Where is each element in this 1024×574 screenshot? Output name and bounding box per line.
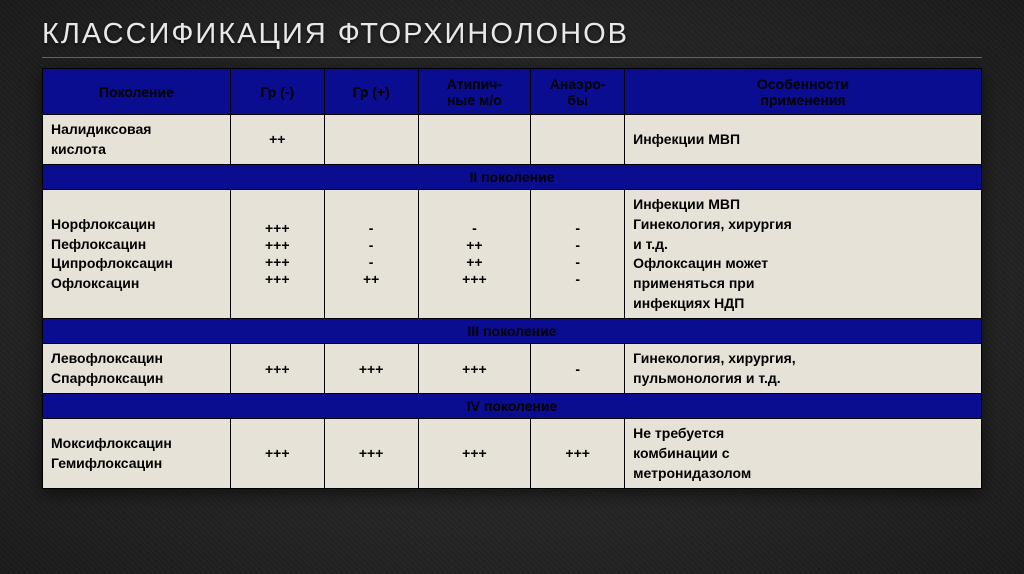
col-gr-neg: Гр (-) xyxy=(230,69,324,115)
cell-gr-neg: ++ xyxy=(230,115,324,165)
cell-gr-pos: ---++ xyxy=(324,189,418,318)
col-name: Поколение xyxy=(43,69,231,115)
table-row: МоксифлоксацинГемифлоксацин +++ +++ +++ … xyxy=(43,418,982,488)
cell-atypical: -+++++++ xyxy=(418,189,531,318)
classification-table: Поколение Гр (-) Гр (+) Атипич-ные м/о А… xyxy=(42,68,982,489)
cell-gr-pos: +++ xyxy=(324,418,418,488)
cell-atypical: +++ xyxy=(418,418,531,488)
cell-notes: Гинекология, хирургия,пульмонология и т.… xyxy=(625,344,982,394)
cell-name: ЛевофлоксацинСпарфлоксацин xyxy=(43,344,231,394)
cell-gr-pos: +++ xyxy=(324,344,418,394)
page-title: КЛАССИФИКАЦИЯ ФТОРХИНОЛОНОВ xyxy=(42,18,982,58)
generation-divider: IV поколение xyxy=(43,393,982,418)
table-row: НорфлоксацинПефлоксацинЦипрофлоксацинОфл… xyxy=(43,189,982,318)
table-row: Налидиксоваякислота ++ Инфекции МВП xyxy=(43,115,982,165)
cell-name: МоксифлоксацинГемифлоксацин xyxy=(43,418,231,488)
cell-name: Налидиксоваякислота xyxy=(43,115,231,165)
cell-anaerobes: ---- xyxy=(531,189,625,318)
generation-divider: III поколение xyxy=(43,319,982,344)
col-atypical: Атипич-ные м/о xyxy=(418,69,531,115)
cell-notes: Инфекции МВП xyxy=(625,115,982,165)
cell-anaerobes: - xyxy=(531,344,625,394)
cell-gr-neg: +++ xyxy=(230,418,324,488)
generation-label: IV поколение xyxy=(43,393,982,418)
cell-atypical xyxy=(418,115,531,165)
cell-gr-neg: +++ xyxy=(230,344,324,394)
table-header-row: Поколение Гр (-) Гр (+) Атипич-ные м/о А… xyxy=(43,69,982,115)
table-row: ЛевофлоксацинСпарфлоксацин +++ +++ +++ -… xyxy=(43,344,982,394)
cell-anaerobes xyxy=(531,115,625,165)
generation-label: III поколение xyxy=(43,319,982,344)
cell-atypical: +++ xyxy=(418,344,531,394)
cell-anaerobes: +++ xyxy=(531,418,625,488)
generation-divider: II поколение xyxy=(43,164,982,189)
col-gr-pos: Гр (+) xyxy=(324,69,418,115)
generation-label: II поколение xyxy=(43,164,982,189)
col-notes: Особенностиприменения xyxy=(625,69,982,115)
col-anaerobes: Анаэро-бы xyxy=(531,69,625,115)
cell-gr-neg: ++++++++++++ xyxy=(230,189,324,318)
cell-notes: Не требуетсякомбинации сметронидазолом xyxy=(625,418,982,488)
cell-name: НорфлоксацинПефлоксацинЦипрофлоксацинОфл… xyxy=(43,189,231,318)
cell-notes: Инфекции МВПГинекология, хирургияи т.д.О… xyxy=(625,189,982,318)
cell-gr-pos xyxy=(324,115,418,165)
